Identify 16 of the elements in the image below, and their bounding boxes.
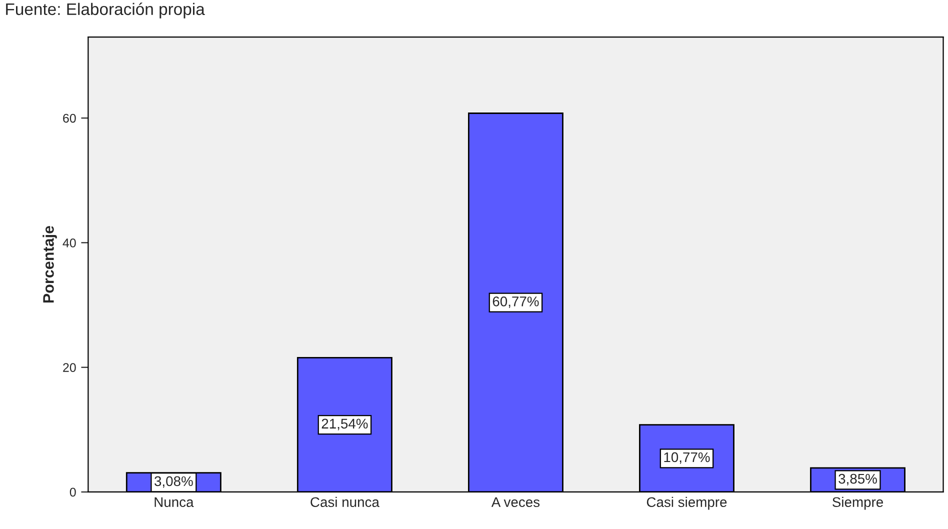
y-tick-label: 0 — [70, 488, 76, 497]
x-tick-label: Nunca — [154, 497, 194, 508]
x-tick-label: A veces — [491, 497, 540, 508]
y-tick-label: 20 — [63, 363, 76, 372]
x-tick-label: Casi siempre — [646, 496, 727, 510]
data-label: 3,85% — [838, 474, 877, 486]
y-tick-label: 60 — [63, 114, 76, 123]
data-label: 21,54% — [322, 418, 368, 430]
y-axis-title: Porcentaje — [42, 226, 57, 303]
y-tick-label: 40 — [62, 238, 76, 248]
data-label: 60,77% — [492, 296, 539, 308]
x-tick-label: Siempre — [832, 496, 883, 510]
x-tick-label: Casi nunca — [310, 496, 380, 508]
data-label: 10,77% — [664, 452, 710, 464]
data-label: 3,08% — [154, 476, 193, 488]
source-note: Fuente: Elaboración propia — [6, 2, 205, 18]
